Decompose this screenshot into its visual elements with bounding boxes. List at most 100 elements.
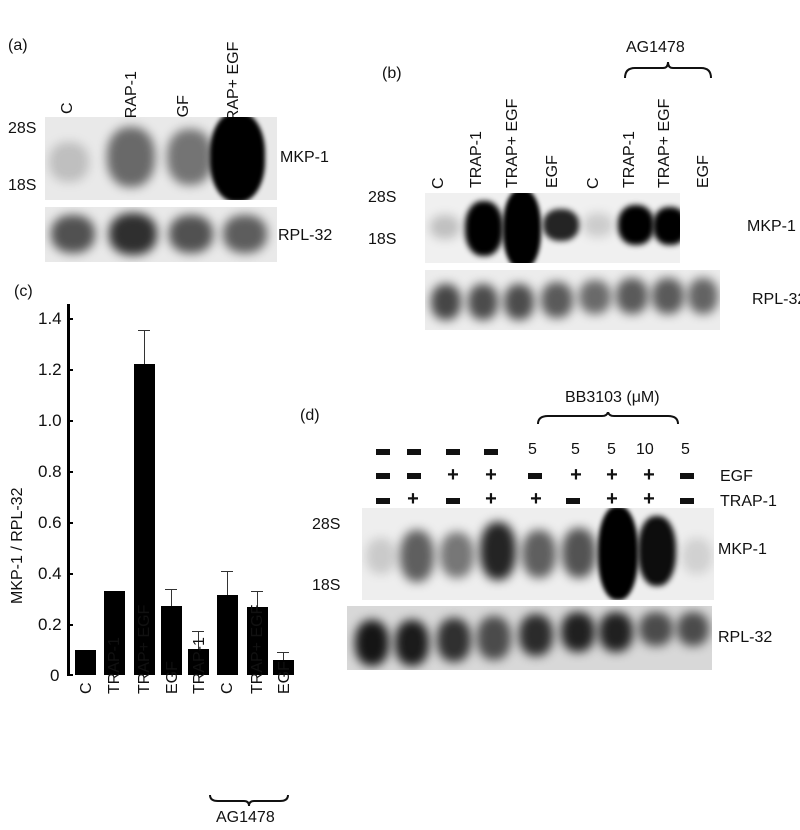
band <box>109 213 157 255</box>
marker-28s: 28S <box>312 516 341 533</box>
band <box>468 284 498 320</box>
error-cap <box>277 652 289 653</box>
error-cap <box>192 631 204 632</box>
lane-label: C <box>585 177 602 189</box>
error-bar <box>257 591 258 608</box>
dose-value: 5 <box>571 441 580 458</box>
plus-sign: + <box>643 464 655 486</box>
error-bar <box>198 631 199 651</box>
minus-sign <box>376 449 390 455</box>
minus-sign <box>376 498 390 504</box>
band <box>167 129 213 185</box>
minus-sign <box>407 449 421 455</box>
band <box>49 142 89 182</box>
band <box>210 117 265 200</box>
error-cap <box>165 589 177 590</box>
y-tick <box>68 369 73 371</box>
error-bar <box>171 589 172 607</box>
x-tick-label: C <box>219 682 236 694</box>
band <box>639 612 673 646</box>
x-tick-label: TRAP+ EGF <box>249 604 266 694</box>
rpl32-blot <box>425 270 720 330</box>
y-tick-label: 0.2 <box>38 615 62 634</box>
bar-trap1 <box>104 591 125 675</box>
lane-label: TRAP-1 <box>621 131 638 188</box>
band <box>677 612 709 646</box>
panel-b: (b) AG1478 C TRAP-1 TRAP+ EGF EGF C TRAP… <box>340 0 800 330</box>
band <box>503 193 541 263</box>
mkp1-blot <box>425 193 680 263</box>
plus-sign: + <box>447 464 459 486</box>
panel-d-label: (d) <box>300 407 320 424</box>
lane-label: C <box>59 102 76 114</box>
marker-18s: 18S <box>368 231 397 248</box>
row-label-rpl32: RPL-32 <box>278 227 333 244</box>
error-bar <box>144 330 145 365</box>
minus-sign <box>407 473 421 479</box>
band <box>583 213 613 237</box>
band <box>541 282 573 318</box>
lane-label: EGF <box>544 155 561 188</box>
y-tick <box>68 471 73 473</box>
row-label-rpl32: RPL-32 <box>718 629 773 646</box>
error-cap <box>221 571 233 572</box>
minus-sign <box>376 473 390 479</box>
plus-sign: + <box>643 488 655 510</box>
band <box>430 215 460 239</box>
band <box>477 616 511 660</box>
y-tick <box>68 573 73 575</box>
band <box>616 278 648 314</box>
bar-ag-trap1 <box>188 649 209 675</box>
group-label-ag1478: AG1478 <box>216 809 275 826</box>
band <box>504 284 534 320</box>
x-tick-label: C <box>78 682 95 694</box>
minus-sign <box>446 498 460 504</box>
group-label-ag1478: AG1478 <box>626 39 685 56</box>
dose-value: 5 <box>607 441 616 458</box>
y-tick-label: 0.4 <box>38 564 62 583</box>
band <box>355 620 389 666</box>
band <box>395 620 429 666</box>
band <box>223 215 267 253</box>
brace-ag1478 <box>209 794 289 807</box>
y-tick <box>68 318 73 320</box>
band <box>107 127 155 187</box>
brace-ag1478 <box>624 61 712 79</box>
panel-c: (c) MKP-1 / RPL-32 1.4 1.2 1.0 0.8 0.6 0… <box>0 280 300 830</box>
panel-c-label: (c) <box>14 283 33 300</box>
band <box>480 522 516 580</box>
lane-label: EGF <box>695 155 712 188</box>
band <box>638 516 676 586</box>
band <box>431 284 461 320</box>
y-tick-label: 1.0 <box>38 411 62 430</box>
panel-a: (a) C TRAP-1 EGF TRAP+ EGF 28S 18S MKP-1… <box>0 0 340 270</box>
band <box>652 278 684 314</box>
x-tick-label: TRAP-1 <box>191 637 208 694</box>
band <box>400 530 434 582</box>
band <box>440 532 474 578</box>
group-label-bb3103: BB3103 (μM) <box>565 389 660 406</box>
y-tick-label: 0.6 <box>38 513 62 532</box>
row-label-mkp1: MKP-1 <box>280 149 329 166</box>
plus-sign: + <box>606 464 618 486</box>
band <box>653 207 680 245</box>
dose-value: 5 <box>681 441 690 458</box>
band <box>682 538 712 574</box>
y-tick-label: 1.4 <box>38 309 62 328</box>
marker-28s: 28S <box>368 189 397 206</box>
row-label-rpl32: RPL-32 <box>752 291 800 308</box>
x-tick-label: EGF <box>164 661 181 694</box>
error-bar <box>283 652 284 661</box>
y-axis-label: MKP-1 / RPL-32 <box>9 487 26 604</box>
lane-label: TRAP+ EGF <box>504 98 521 188</box>
rpl32-blot <box>347 606 712 670</box>
mkp1-blot <box>45 117 277 200</box>
band <box>519 614 553 656</box>
dose-value: 10 <box>636 441 654 458</box>
y-tick <box>68 420 73 422</box>
bar-ag-c <box>217 595 238 675</box>
panel-d: (d) BB3103 (μM) 5 5 5 10 5 + + + + + EGF… <box>300 380 800 680</box>
band <box>579 280 611 314</box>
band <box>598 508 638 600</box>
y-tick <box>68 674 73 676</box>
